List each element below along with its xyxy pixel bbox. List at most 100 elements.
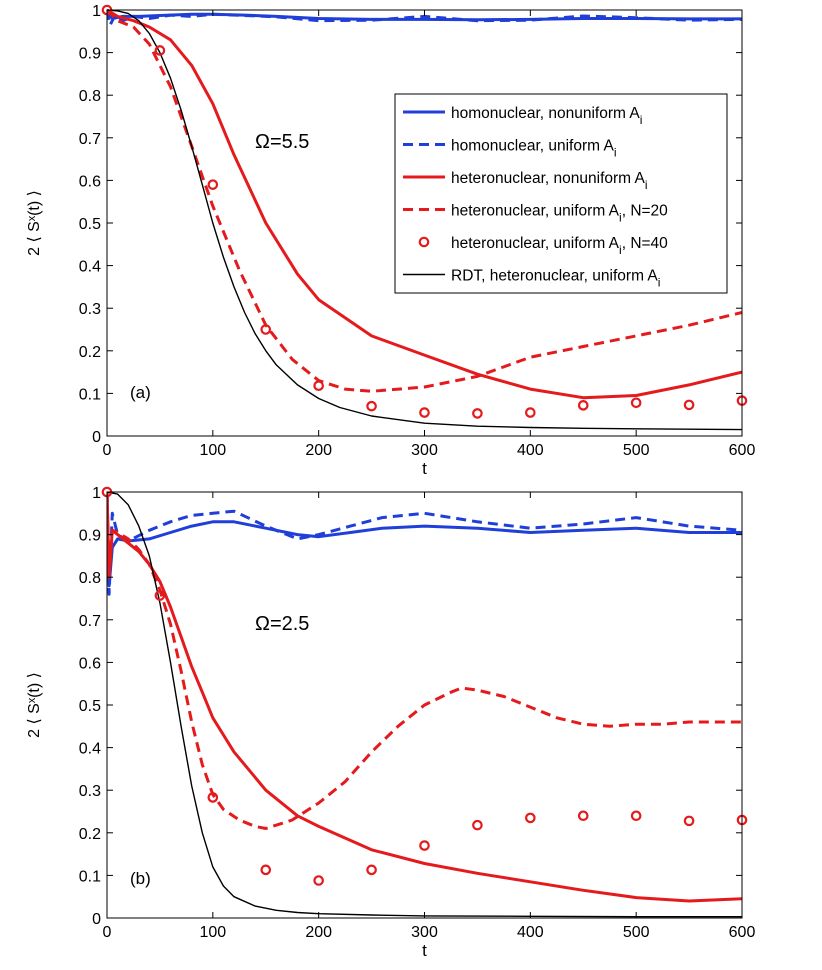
marker-point [683,815,695,827]
x-tick-label: 300 [411,442,438,459]
legend-text: homonuclear, nonuniform A [451,105,640,122]
series-group [107,491,742,918]
marker-point [577,400,589,411]
x-tick-label: 500 [623,924,650,941]
y-tick-label: 0 [92,911,101,928]
marker-point [577,810,589,822]
marker-point [630,397,642,409]
x-tick-label: 100 [199,924,226,941]
legend-text: heteronuclear, uniform A [451,235,620,252]
legend-subscript: i [619,211,622,225]
y-tick-label: 1 [92,3,101,20]
y-tick-label: 0.9 [79,528,101,545]
marker-point [683,399,695,411]
legend-text: RDT, heteronuclear, uniform A [451,268,658,285]
y-tick-label: 0.7 [79,131,101,148]
y-axis-label: 2 ⟨ Sˣ(t) ⟩ [26,190,43,256]
x-tick-label: 500 [623,442,650,459]
x-tick-label: 400 [517,924,544,941]
marker-point [313,380,324,392]
x-tick-label: 400 [517,442,544,459]
y-tick-label: 0.3 [79,301,101,318]
x-axis-label: t [422,941,427,960]
x-axis-label: t [422,459,427,478]
marker-point [313,875,324,886]
marker-point [207,792,219,803]
marker-point [260,864,272,876]
y-tick-label: 0.4 [79,259,101,276]
legend-entry-label: RDT, heteronuclear, uniform Ai [451,268,660,290]
marker-point [154,45,166,56]
marker-point [419,840,430,851]
series-line-3 [107,8,742,393]
panel-b: 0 100 200 300 400 500 600 0 0.1 0.2 0.3 0.4 0.5 0.6 0.… [26,485,755,960]
omega-annotation: Ω=5.5 [255,131,309,153]
legend-entry-label: heteronuclear, nonuniform Ai [451,170,648,192]
marker-point [260,324,272,335]
y-tick-label: 0.3 [79,783,101,800]
legend-subscript: i [640,113,643,127]
series-line-3 [107,491,742,830]
y-tick-label: 1 [92,485,101,502]
y-tick-label: 0.6 [79,173,101,190]
legend-box [394,93,728,294]
marker-point [366,864,377,876]
y-tick-label: 0.7 [79,613,101,630]
series-line-2 [107,8,742,400]
legend-text-suffix: , N=40 [622,235,668,252]
legend-text: heteronuclear, uniform A [451,203,620,220]
y-tick-label: 0.4 [79,741,101,758]
y-tick-label: 0.9 [79,46,101,63]
panels: 0 100 200 300 400 500 60000.10.20.30.40.50.60.… [26,3,755,960]
marker-point [525,407,536,418]
y-tick-label: 0.1 [79,868,101,885]
x-tick-label: 200 [305,924,332,941]
legend-text: heteronuclear, nonuniform A [451,170,646,187]
x-tick-label: 300 [411,924,438,941]
y-tick-label: 0.2 [79,344,101,361]
series-group [107,8,742,431]
legend-subscript: i [658,276,661,290]
marker-point [419,407,430,418]
series-line-1 [107,9,742,27]
x-tick-label: 0 [103,924,112,941]
series-line-2 [107,491,742,903]
y-tick-label: 0.8 [79,570,101,587]
legend-entry-label: heteronuclear, uniform Ai, N=20 [451,203,668,225]
legend-text: homonuclear, uniform A [451,138,615,155]
x-tick-label: 600 [729,924,756,941]
y-tick-label: 0.6 [79,655,101,672]
legend-subscript: i [645,178,648,192]
legend-entry-label: homonuclear, nonuniform Ai [451,105,642,127]
x-tick-label: 100 [199,442,226,459]
x-tick-label: 200 [305,442,332,459]
legend-subscript: i [614,146,617,160]
y-tick-label: 0.1 [79,386,101,403]
y-axis-label: 2 ⟨ Sˣ(t) ⟩ [26,672,43,738]
x-tick-label: 0 [103,442,112,459]
x-tick-label: 600 [729,442,756,459]
y-tick-label: 0.2 [79,826,101,843]
marker-point [472,819,483,831]
series-line-5 [107,491,742,918]
marker-point [630,810,642,822]
marker-point [154,590,166,601]
marker-point [472,408,483,419]
panel-label: (a) [130,383,151,402]
legend-text-suffix: , N=20 [622,203,668,220]
legend-marker [418,236,430,248]
y-tick-label: 0.8 [79,88,101,105]
y-tick-label: 0 [92,429,101,446]
legend-subscript: i [619,243,622,257]
legend-entry-label: heteronuclear, uniform Ai, N=40 [451,235,668,257]
legend-entry-label: homonuclear, uniform Ai [451,138,617,160]
y-tick-label: 0.5 [79,698,101,715]
y-tick-label: 0.5 [79,216,101,233]
marker-point [366,400,377,412]
series-line-5 [107,9,742,431]
panel-label: (b) [130,869,151,888]
omega-annotation: Ω=2.5 [255,613,309,635]
marker-point [525,812,536,824]
